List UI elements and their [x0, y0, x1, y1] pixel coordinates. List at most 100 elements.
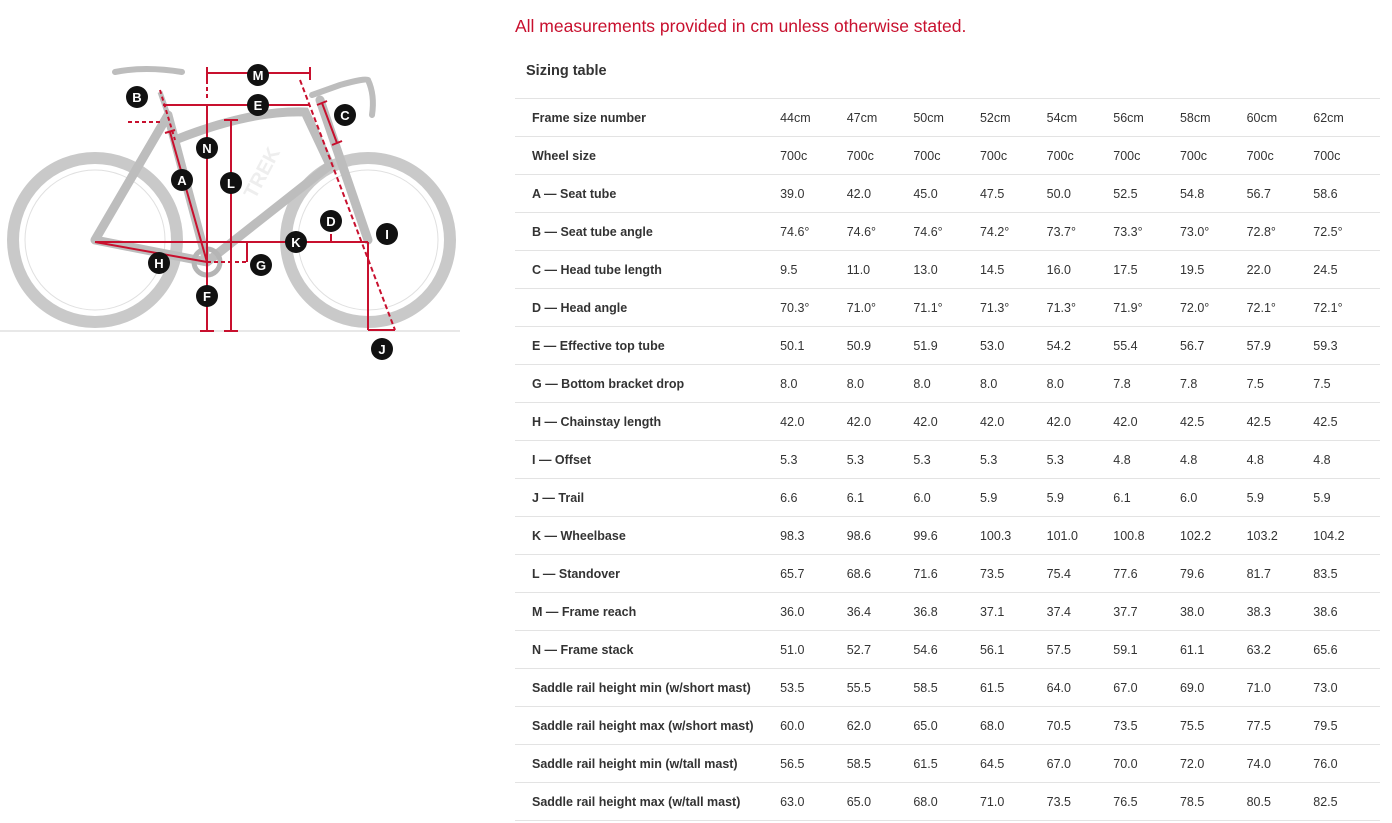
table-cell: 75.5 [1179, 706, 1247, 745]
table-cell: 700c [1113, 136, 1180, 175]
table-cell: 70.5 [1046, 706, 1114, 745]
table-cell: 70.3° [780, 288, 847, 327]
table-cell: 79.6 [1179, 554, 1247, 593]
table-cell: 700c [1246, 136, 1314, 175]
table-cell: 52.5 [1113, 174, 1180, 213]
table-cell: 82.5 [1313, 782, 1380, 821]
table-cell: 83.5 [1313, 554, 1380, 593]
table-cell: 55.4 [1113, 326, 1180, 365]
table-row: Saddle rail height min (w/short mast) 53.… [515, 668, 1380, 707]
table-cell: 38.3 [1246, 592, 1314, 631]
table-cell: 47cm [846, 98, 914, 137]
table-cell: 22.0 [1246, 250, 1314, 289]
table-cell: 80.5 [1246, 782, 1314, 821]
table-cell: 56.7 [1179, 326, 1247, 365]
table-cell: 55.5 [846, 668, 914, 707]
table-row: L — Standover 65.7 68.6 71.6 73.5 75.4 77.6 79.… [515, 554, 1380, 593]
table-cell: 36.8 [913, 592, 980, 631]
table-cell: 24.5 [1313, 250, 1380, 289]
table-cell: 57.9 [1246, 326, 1314, 365]
table-cell: 7.8 [1179, 364, 1247, 403]
table-cell: 50.9 [846, 326, 914, 365]
label-I: I [376, 223, 398, 245]
table-cell: 56.5 [780, 744, 847, 783]
table-cell: 58.5 [913, 668, 980, 707]
table-cell: 16.0 [1046, 250, 1114, 289]
table-cell: 81.7 [1246, 554, 1314, 593]
table-row: Frame size number 44cm 47cm 50cm 52cm 54cm 56c… [515, 98, 1380, 137]
table-cell: 59.1 [1113, 630, 1180, 669]
table-cell: 19.5 [1179, 250, 1247, 289]
table-cell: 5.9 [1313, 478, 1380, 517]
table-cell: 36.0 [780, 592, 847, 631]
table-cell: 74.2° [979, 212, 1047, 251]
table-cell: 102.2 [1179, 516, 1247, 555]
row-label: D — Head angle [515, 288, 781, 327]
units-notice: All measurements provided in cm unless o… [515, 16, 967, 36]
row-label: A — Seat tube [515, 174, 781, 213]
table-cell: 7.5 [1313, 364, 1380, 403]
table-cell: 71.0 [1246, 668, 1314, 707]
label-G: G [250, 254, 272, 276]
table-cell: 73.5 [1046, 782, 1114, 821]
table-cell: 8.0 [979, 364, 1047, 403]
table-cell: 71.9° [1113, 288, 1180, 327]
svg-text:E: E [254, 98, 263, 113]
table-cell: 700c [780, 136, 847, 175]
table-cell: 58.5 [846, 744, 914, 783]
table-cell: 38.0 [1179, 592, 1247, 631]
table-row: I — Offset 5.3 5.3 5.3 5.3 5.3 4.8 4.8 4.8 4.8 [515, 440, 1380, 479]
table-cell: 700c [913, 136, 980, 175]
row-label: N — Frame stack [515, 630, 781, 669]
table-cell: 74.6° [780, 212, 847, 251]
row-label: Saddle rail height min (w/short mast) [515, 668, 781, 707]
table-cell: 37.4 [1046, 592, 1114, 631]
row-label: Saddle rail height max (w/tall mast) [515, 782, 781, 821]
table-cell: 700c [1179, 136, 1247, 175]
label-A: A [171, 169, 193, 191]
table-cell: 71.3° [1046, 288, 1114, 327]
table-cell: 50cm [913, 98, 980, 137]
table-cell: 64.5 [979, 744, 1047, 783]
table-row: K — Wheelbase 98.3 98.6 99.6 100.3 101.0 100.8… [515, 516, 1380, 555]
table-cell: 9.5 [780, 250, 847, 289]
table-cell: 54.8 [1179, 174, 1247, 213]
table-cell: 75.4 [1046, 554, 1114, 593]
table-cell: 5.9 [1046, 478, 1114, 517]
svg-text:I: I [385, 227, 389, 242]
sizing-table-title: Sizing table [526, 63, 607, 79]
table-cell: 53.0 [979, 326, 1047, 365]
table-cell: 51.0 [780, 630, 847, 669]
row-label: L — Standover [515, 554, 781, 593]
row-label: E — Effective top tube [515, 326, 781, 365]
table-cell: 37.7 [1113, 592, 1180, 631]
table-cell: 42.0 [846, 174, 914, 213]
table-cell: 50.0 [1046, 174, 1114, 213]
table-row: J — Trail 6.6 6.1 6.0 5.9 5.9 6.1 6.0 5.9 5.9 [515, 478, 1380, 517]
table-cell: 65.6 [1313, 630, 1380, 669]
row-label: H — Chainstay length [515, 402, 781, 441]
table-cell: 69.0 [1179, 668, 1247, 707]
table-row: C — Head tube length 9.5 11.0 13.0 14.5 16.0 1… [515, 250, 1380, 289]
label-F: F [196, 285, 218, 307]
table-cell: 5.3 [1046, 440, 1114, 479]
table-cell: 42.0 [780, 402, 847, 441]
row-label: Saddle rail height min (w/tall mast) [515, 744, 781, 783]
table-cell: 76.5 [1113, 782, 1180, 821]
svg-text:A: A [177, 173, 187, 188]
table-cell: 64.0 [1046, 668, 1114, 707]
table-cell: 74.6° [846, 212, 914, 251]
svg-text:H: H [154, 256, 163, 271]
sizing-table: Frame size number 44cm 47cm 50cm 52cm 54cm 56c… [515, 98, 1380, 821]
table-cell: 54.6 [913, 630, 980, 669]
table-cell: 45.0 [913, 174, 980, 213]
table-cell: 38.6 [1313, 592, 1380, 631]
table-cell: 72.8° [1246, 212, 1314, 251]
row-label: J — Trail [515, 478, 781, 517]
table-row: Wheel size 700c 700c 700c 700c 700c 700c 700c 70… [515, 136, 1380, 175]
row-label: C — Head tube length [515, 250, 781, 289]
table-cell: 60cm [1246, 98, 1314, 137]
table-cell: 56.7 [1246, 174, 1314, 213]
table-cell: 72.0° [1179, 288, 1247, 327]
table-cell: 73.7° [1046, 212, 1114, 251]
